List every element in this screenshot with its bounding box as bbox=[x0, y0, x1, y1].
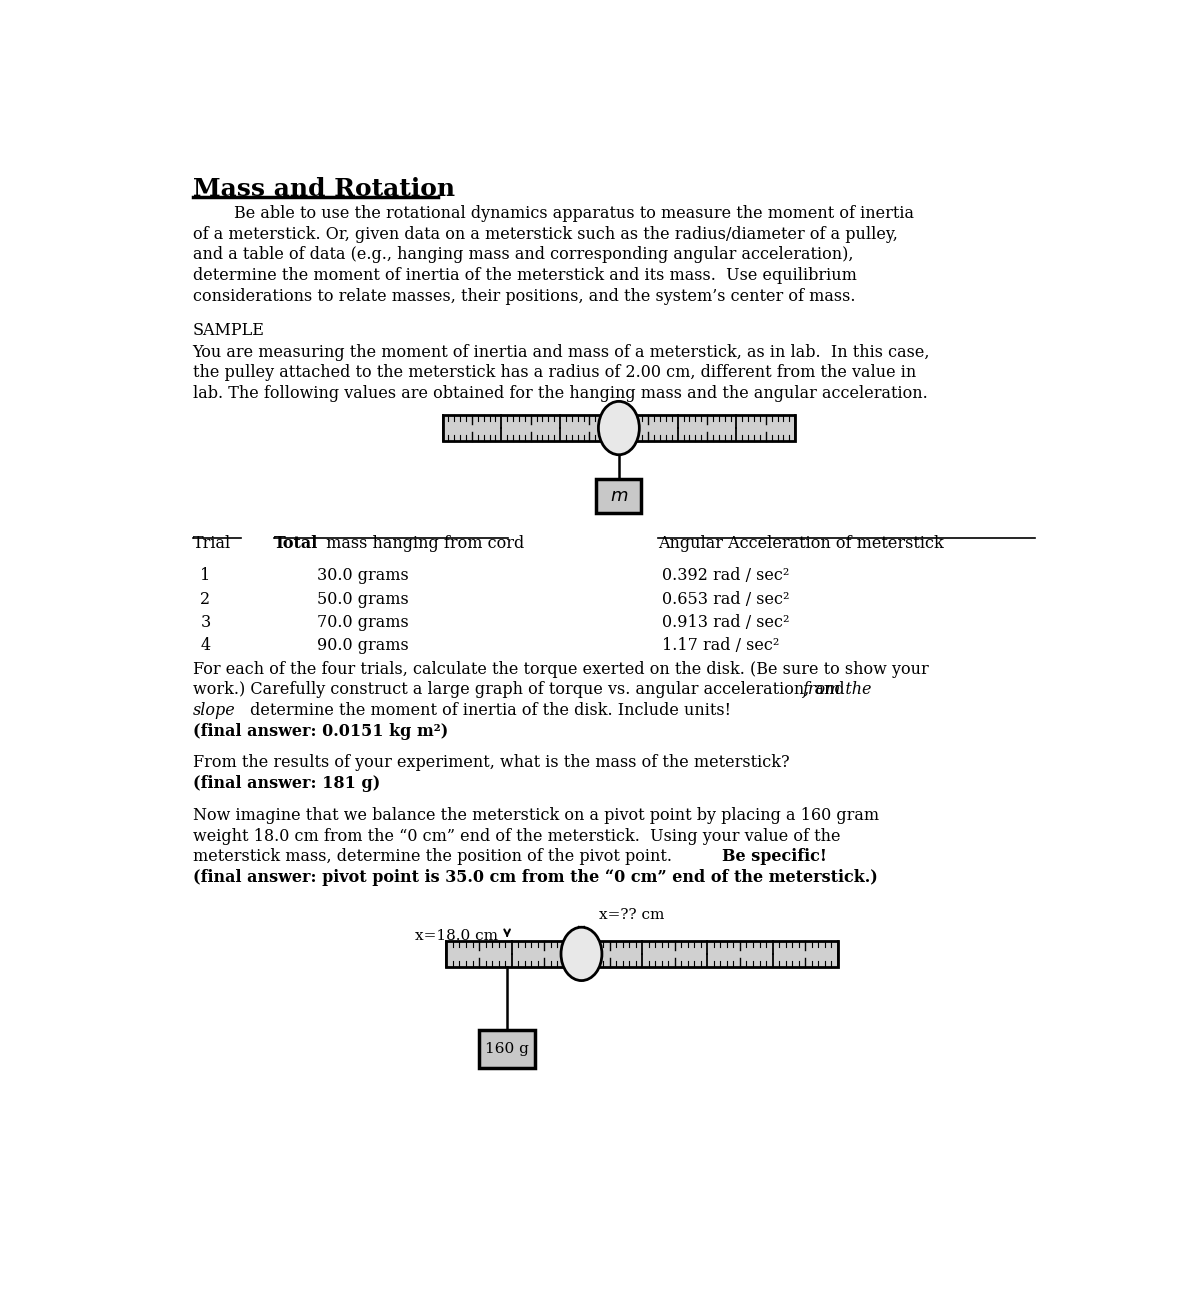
Text: 4: 4 bbox=[200, 638, 210, 655]
Text: Be specific!: Be specific! bbox=[722, 848, 827, 865]
Text: x=18.0 cm: x=18.0 cm bbox=[415, 929, 498, 944]
Bar bbox=[596, 479, 641, 513]
Text: work.) Carefully construct a large graph of torque vs. angular acceleration, and: work.) Carefully construct a large graph… bbox=[193, 681, 850, 698]
Text: (final answer: 181 g): (final answer: 181 g) bbox=[193, 775, 380, 792]
Text: 0.913 rad / sec²: 0.913 rad / sec² bbox=[661, 615, 790, 632]
Text: determine the moment of inertia of the disk. Include units!: determine the moment of inertia of the d… bbox=[245, 702, 731, 719]
Text: of a meterstick. Or, given data on a meterstick such as the radius/diameter of a: of a meterstick. Or, given data on a met… bbox=[193, 226, 898, 243]
Ellipse shape bbox=[599, 402, 640, 454]
Text: x=?? cm: x=?? cm bbox=[599, 908, 665, 921]
Text: Trial: Trial bbox=[193, 535, 230, 552]
Text: (final answer: 0.0151 kg m²): (final answer: 0.0151 kg m²) bbox=[193, 723, 448, 740]
Text: From the results of your experiment, what is the mass of the meterstick?: From the results of your experiment, wha… bbox=[193, 754, 790, 771]
Text: slope: slope bbox=[193, 702, 235, 719]
Text: Now imagine that we balance the meterstick on a pivot point by placing a 160 gra: Now imagine that we balance the metersti… bbox=[193, 806, 878, 825]
Text: 90.0 grams: 90.0 grams bbox=[317, 638, 408, 655]
Text: 3: 3 bbox=[200, 615, 211, 632]
Text: 0.392 rad / sec²: 0.392 rad / sec² bbox=[661, 568, 788, 585]
Ellipse shape bbox=[562, 928, 602, 980]
Text: 1.17 rad / sec²: 1.17 rad / sec² bbox=[661, 638, 779, 655]
Text: 30.0 grams: 30.0 grams bbox=[317, 568, 408, 585]
Text: determine the moment of inertia of the meterstick and its mass.  Use equilibrium: determine the moment of inertia of the m… bbox=[193, 268, 857, 284]
Text: Be able to use the rotational dynamics apparatus to measure the moment of inerti: Be able to use the rotational dynamics a… bbox=[193, 205, 913, 222]
Text: mass hanging from cord: mass hanging from cord bbox=[322, 535, 524, 552]
Text: the pulley attached to the meterstick has a radius of 2.00 cm, different from th: the pulley attached to the meterstick ha… bbox=[193, 364, 916, 381]
Text: 160 g: 160 g bbox=[485, 1041, 529, 1056]
Text: For each of the four trials, calculate the torque exerted on the disk. (Be sure : For each of the four trials, calculate t… bbox=[193, 660, 929, 677]
Text: 1: 1 bbox=[200, 568, 211, 585]
Text: 0.653 rad / sec²: 0.653 rad / sec² bbox=[661, 591, 790, 608]
Text: Mass and Rotation: Mass and Rotation bbox=[193, 177, 455, 201]
Bar bbox=[479, 1030, 535, 1069]
Text: meterstick mass, determine the position of the pivot point.: meterstick mass, determine the position … bbox=[193, 848, 682, 865]
Text: Total: Total bbox=[274, 535, 318, 552]
Text: (final answer: pivot point is 35.0 cm from the “0 cm” end of the meterstick.): (final answer: pivot point is 35.0 cm fr… bbox=[193, 869, 877, 886]
Text: weight 18.0 cm from the “0 cm” end of the meterstick.  Using your value of the: weight 18.0 cm from the “0 cm” end of th… bbox=[193, 827, 840, 844]
Text: You are measuring the moment of inertia and mass of a meterstick, as in lab.  In: You are measuring the moment of inertia … bbox=[193, 343, 930, 360]
Text: from the: from the bbox=[803, 681, 872, 698]
Text: lab. The following values are obtained for the hanging mass and the angular acce: lab. The following values are obtained f… bbox=[193, 385, 928, 402]
Text: and a table of data (e.g., hanging mass and corresponding angular acceleration),: and a table of data (e.g., hanging mass … bbox=[193, 247, 853, 264]
Text: $m$: $m$ bbox=[610, 487, 628, 505]
Text: SAMPLE: SAMPLE bbox=[193, 322, 264, 339]
Text: considerations to relate masses, their positions, and the system’s center of mas: considerations to relate masses, their p… bbox=[193, 287, 856, 304]
Text: Angular Acceleration of meterstick: Angular Acceleration of meterstick bbox=[658, 535, 943, 552]
Bar bbox=[443, 415, 796, 441]
Text: 50.0 grams: 50.0 grams bbox=[317, 591, 408, 608]
Text: 70.0 grams: 70.0 grams bbox=[317, 615, 408, 632]
Bar bbox=[446, 941, 838, 967]
Text: 2: 2 bbox=[200, 591, 210, 608]
